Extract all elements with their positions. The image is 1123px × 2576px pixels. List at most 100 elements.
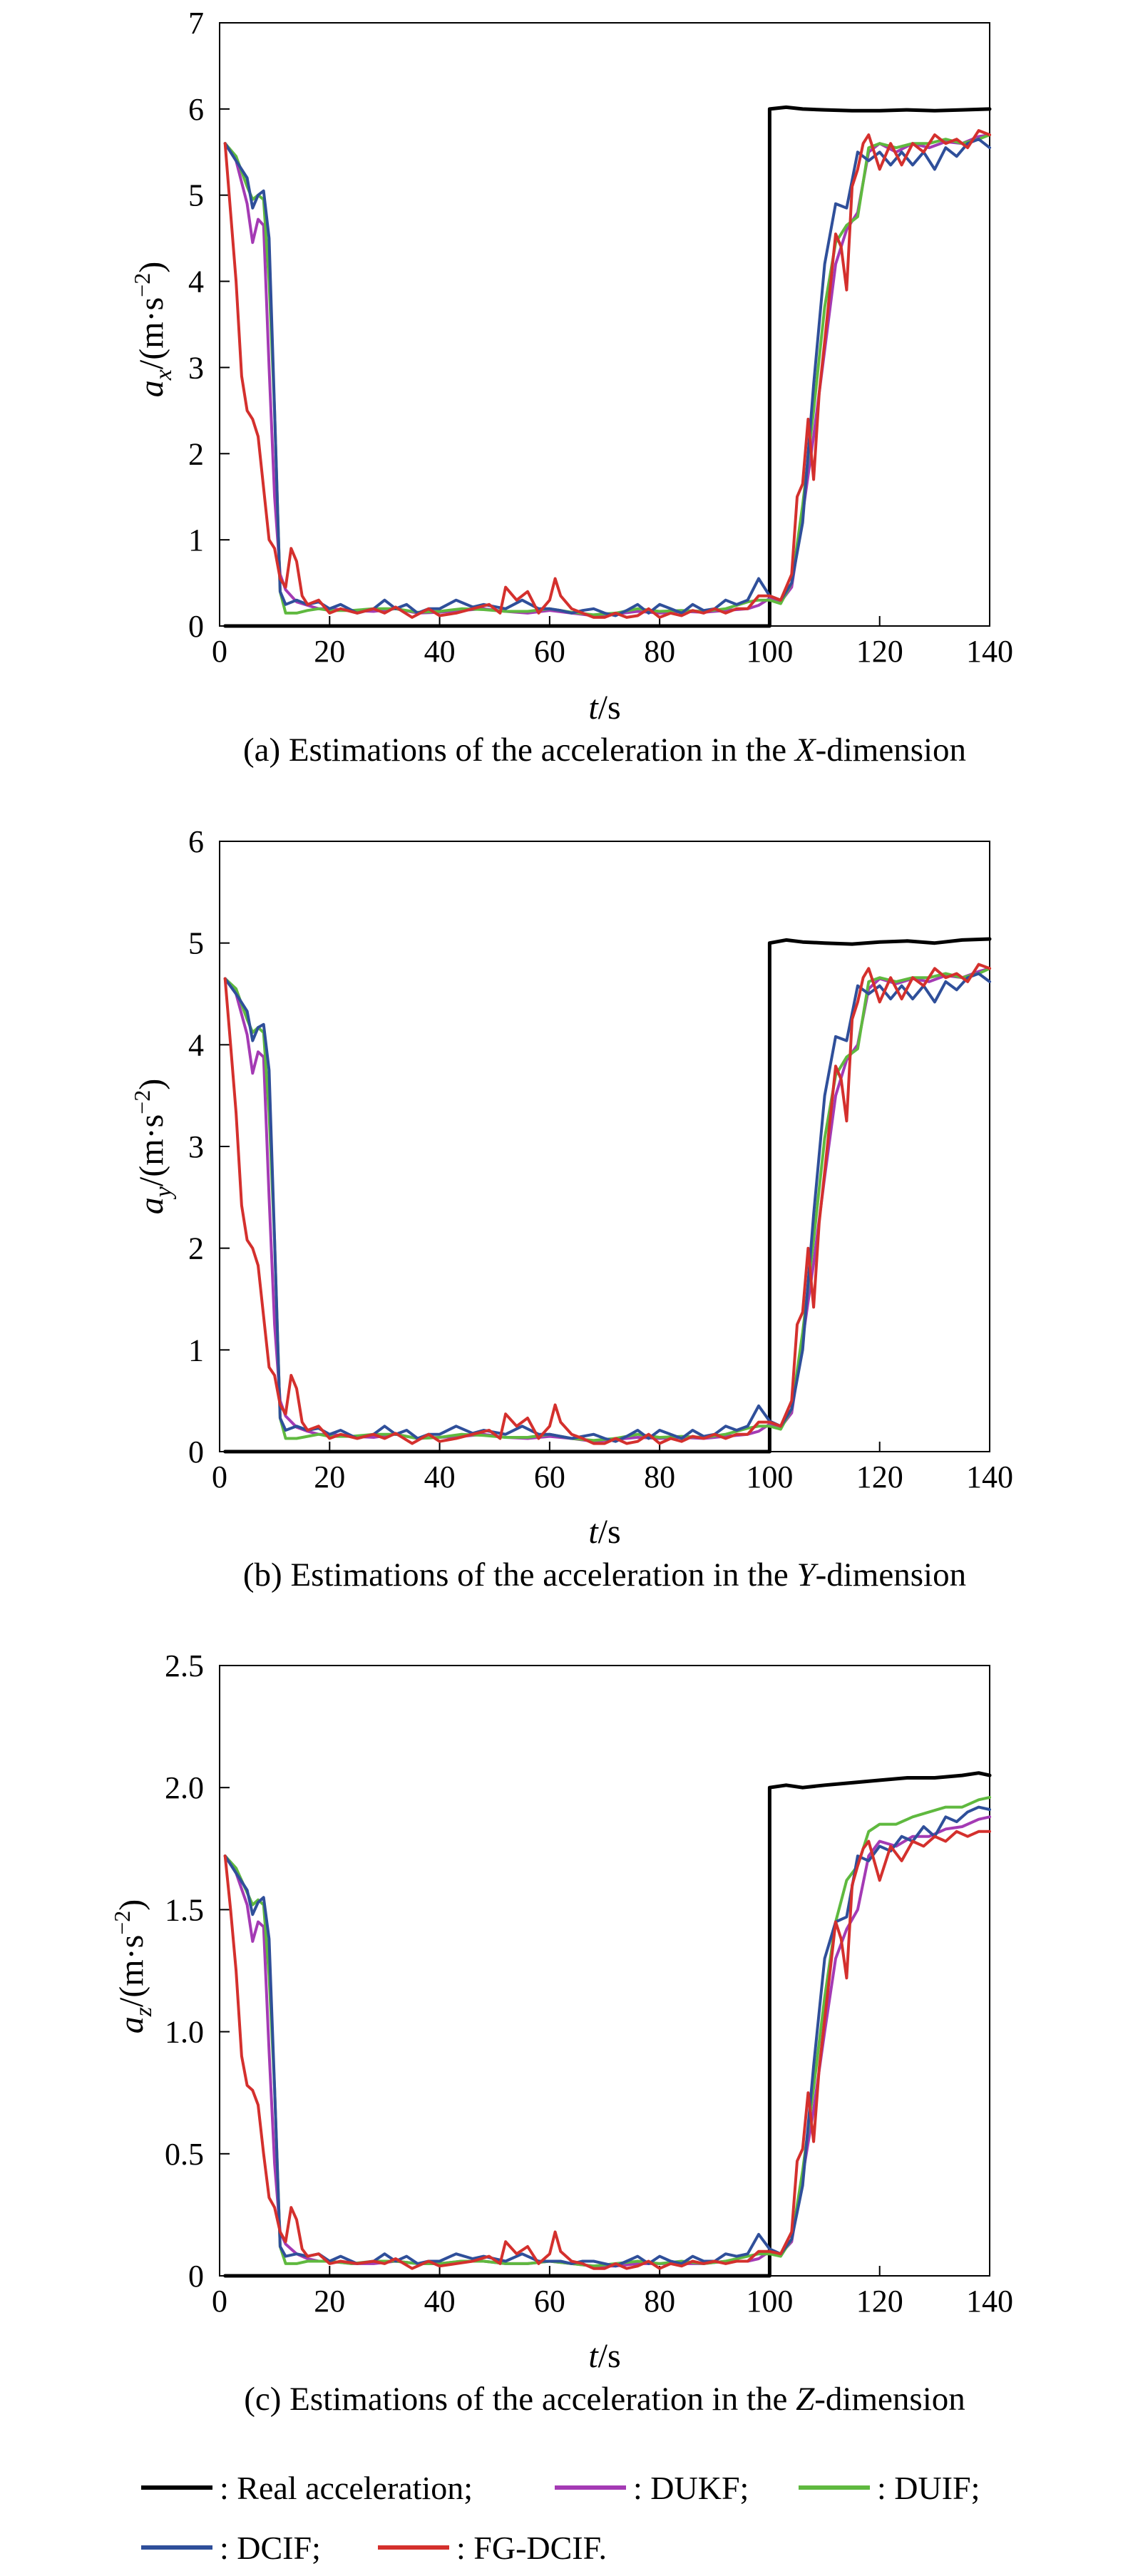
x-tick-label-a: 140 bbox=[966, 634, 1013, 669]
caption-a: (a) Estimations of the acceleration in t… bbox=[243, 732, 966, 769]
series-line-fgdcif-a bbox=[223, 129, 991, 619]
y-tick-label-b: 0 bbox=[188, 1435, 204, 1469]
x-tick-label-c: 60 bbox=[534, 2284, 565, 2319]
y-tick-label-a: 4 bbox=[188, 265, 204, 299]
y-axis-close-a: ) bbox=[133, 262, 170, 273]
tick-labels-a: 0 20 40 60 80 100 120 140 0 1 2 3 4 5 6 7 bbox=[188, 6, 1013, 669]
y-axis-var-a: a bbox=[133, 380, 170, 397]
series-line-real-b bbox=[223, 937, 992, 1454]
legend-label-fgdcif: : FG-DCIF. bbox=[456, 2530, 607, 2566]
y-tick-label-b: 1 bbox=[188, 1333, 204, 1367]
caption-b-suffix: -dimension bbox=[816, 1556, 966, 1594]
x-tick-label-b: 120 bbox=[856, 1459, 903, 1494]
tick-labels-c: 0 20 40 60 80 100 120 140 0 0.5 1.0 1.5 2.0 2.5 bbox=[165, 1648, 1013, 2319]
plot-area-c bbox=[219, 1665, 990, 2277]
plot-frame-c bbox=[219, 1665, 990, 2277]
y-axis-exp-c: −2 bbox=[109, 1911, 135, 1935]
y-axis-var-c: a bbox=[113, 2016, 150, 2033]
y-tick-label-c: 0.5 bbox=[165, 2137, 204, 2172]
caption-b-dim: Y bbox=[796, 1556, 819, 1594]
caption-c-dim: Z bbox=[796, 2381, 815, 2418]
legend-label-real: : Real acceleration; bbox=[220, 2470, 473, 2506]
x-axis-var-a: t bbox=[588, 689, 599, 727]
caption-c: (c) Estimations of the acceleration in t… bbox=[244, 2381, 965, 2418]
x-tick-label-b: 40 bbox=[424, 1459, 456, 1494]
series-line-dukf-c bbox=[223, 1815, 991, 2268]
x-tick-label-c: 140 bbox=[966, 2284, 1013, 2319]
y-tick-label-b: 3 bbox=[188, 1129, 204, 1164]
y-axis-exp-b: −2 bbox=[129, 1090, 155, 1114]
x-tick-label-a: 60 bbox=[534, 634, 565, 669]
x-tick-label-a: 40 bbox=[424, 634, 456, 669]
y-tick-label-a: 1 bbox=[188, 523, 204, 558]
y-axis-label-a: ax/(m·s−2) bbox=[129, 262, 177, 397]
x-axis-var-c: t bbox=[588, 2337, 599, 2375]
y-axis-exp-a: −2 bbox=[129, 273, 155, 297]
y-tick-label-a: 6 bbox=[188, 92, 204, 127]
x-tick-label-b: 20 bbox=[314, 1459, 345, 1494]
caption-c-suffix: -dimension bbox=[814, 2381, 965, 2418]
series-line-dcif-a bbox=[223, 138, 991, 617]
x-tick-label-a: 120 bbox=[856, 634, 903, 669]
legend-label-dcif: : DCIF; bbox=[220, 2530, 321, 2566]
x-axis-unit-c: /s bbox=[598, 2337, 621, 2375]
y-tick-label-a: 0 bbox=[188, 609, 204, 644]
series-line-duif-b bbox=[223, 967, 991, 1442]
y-axis-label-c: az/(m·s−2) bbox=[109, 1899, 157, 2034]
y-axis-sub-c: z bbox=[130, 2007, 157, 2017]
plot-frame-a bbox=[219, 22, 990, 627]
series-line-fgdcif-b bbox=[223, 963, 991, 1445]
x-axis-unit-b: /s bbox=[598, 1513, 621, 1551]
y-tick-label-c: 2.0 bbox=[165, 1770, 204, 1805]
y-tick-label-a: 5 bbox=[188, 178, 204, 213]
x-tick-label-c: 80 bbox=[644, 2284, 675, 2319]
x-tick-label-c: 120 bbox=[856, 2284, 903, 2319]
tick-labels-b: 0 20 40 60 80 100 120 140 0 1 2 3 4 5 6 bbox=[188, 824, 1013, 1494]
y-axis-close-c: ) bbox=[113, 1899, 150, 1911]
y-tick-label-c: 0 bbox=[188, 2259, 204, 2294]
y-axis-unit-b: /(m·s bbox=[133, 1114, 170, 1186]
x-tick-label-b: 140 bbox=[966, 1459, 1013, 1494]
y-axis-label-b: ay/(m·s−2) bbox=[129, 1079, 177, 1214]
y-tick-label-b: 4 bbox=[188, 1027, 204, 1062]
y-axis-sub-b: y bbox=[150, 1186, 177, 1199]
x-tick-label-b: 0 bbox=[212, 1459, 227, 1494]
caption-b: (b) Estimations of the acceleration in t… bbox=[243, 1556, 966, 1594]
x-tick-label-a: 0 bbox=[212, 634, 227, 669]
series-line-duif-a bbox=[223, 133, 991, 617]
y-axis-unit-c: /(m·s bbox=[113, 1935, 150, 2007]
series-line-real-c bbox=[223, 1771, 992, 2278]
series-line-fgdcif-c bbox=[223, 1830, 991, 2270]
y-tick-label-b: 6 bbox=[188, 824, 204, 859]
y-tick-label-c: 1.5 bbox=[165, 1892, 204, 1927]
y-axis-unit-a: /(m·s bbox=[133, 297, 170, 369]
chart-panel-c: 0 20 40 60 80 100 120 140 0 0.5 1.0 1.5 2.0 2.5 az/(m… bbox=[109, 1648, 1013, 2418]
legend-label-duif: : DUIF; bbox=[877, 2470, 980, 2506]
y-tick-label-b: 2 bbox=[188, 1231, 204, 1266]
y-tick-label-c: 2.5 bbox=[165, 1648, 204, 1683]
x-axis-label-a: t/s bbox=[588, 689, 620, 727]
y-tick-label-a: 7 bbox=[188, 6, 204, 41]
y-tick-label-c: 1.0 bbox=[165, 2015, 204, 2050]
x-tick-label-b: 80 bbox=[644, 1459, 675, 1494]
series-group-c bbox=[223, 1771, 992, 2278]
series-line-dcif-b bbox=[223, 972, 991, 1443]
caption-b-prefix: (b) Estimations of the acceleration in t… bbox=[243, 1556, 797, 1594]
x-axis-label-b: t/s bbox=[588, 1513, 620, 1551]
x-tick-label-c: 20 bbox=[314, 2284, 345, 2319]
series-line-dcif-c bbox=[223, 1805, 991, 2268]
chart-panel-b: 0 20 40 60 80 100 120 140 0 1 2 3 4 5 6 ay/(m·s−2) t/s… bbox=[129, 824, 1013, 1594]
series-group-a bbox=[223, 105, 992, 628]
plot-frame-b bbox=[219, 841, 990, 1452]
series-line-dukf-a bbox=[223, 133, 991, 617]
y-axis-var-b: a bbox=[133, 1197, 170, 1214]
x-tick-label-b: 60 bbox=[534, 1459, 565, 1494]
series-line-real-a bbox=[223, 105, 992, 628]
y-tick-label-b: 5 bbox=[188, 926, 204, 961]
series-line-dukf-b bbox=[223, 967, 991, 1443]
y-axis-close-b: ) bbox=[133, 1079, 170, 1090]
caption-a-suffix: -dimension bbox=[816, 732, 966, 769]
x-axis-var-b: t bbox=[588, 1513, 599, 1551]
